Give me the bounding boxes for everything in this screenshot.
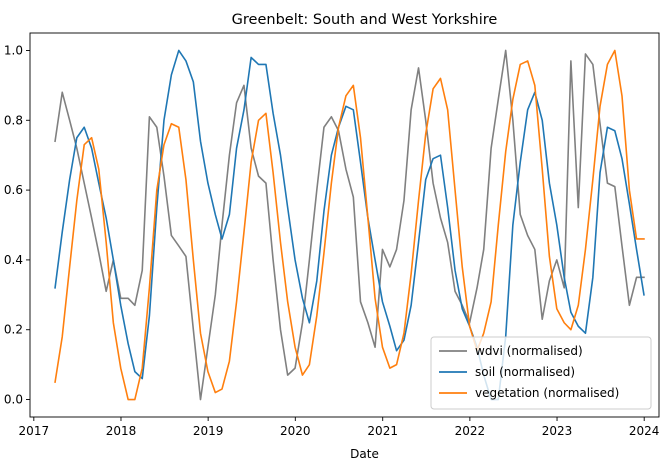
x-tick-label: 2017	[19, 424, 50, 438]
series-line-2	[54, 49, 645, 401]
plot-area: 2017 2018 2019 2020 2021 2022 2023 2024 0.0 0.2 0.…	[4, 32, 660, 438]
legend-label-0: wdvi (normalised)	[475, 344, 583, 358]
x-tick-label: 2019	[193, 424, 224, 438]
series-line-1	[54, 49, 645, 401]
series-line-0	[54, 49, 645, 401]
y-tick-label: 1.0	[4, 43, 23, 57]
y-tick-label: 0.8	[4, 113, 23, 127]
y-tick-label: 0.0	[4, 393, 23, 407]
x-tick-label: 2018	[106, 424, 137, 438]
legend-label-1: soil (normalised)	[475, 365, 575, 379]
y-tick-label: 0.2	[4, 323, 23, 337]
axes-frame	[29, 32, 660, 418]
chart-title: Greenbelt: South and West Yorkshire	[232, 12, 498, 28]
x-tick-label: 2020	[280, 424, 311, 438]
x-tick-label: 2021	[367, 424, 398, 438]
legend-label-2: vegetation (normalised)	[475, 386, 619, 400]
legend: wdvi (normalised) soil (normalised) vegeta…	[430, 336, 652, 410]
x-tick-label: 2024	[629, 424, 660, 438]
x-axis-label: Date	[350, 447, 379, 461]
legend-box	[430, 336, 652, 410]
x-tick-label: 2023	[542, 424, 573, 438]
y-tick-label: 0.4	[4, 253, 23, 267]
y-tick-label: 0.6	[4, 183, 23, 197]
x-tick-label: 2022	[455, 424, 486, 438]
